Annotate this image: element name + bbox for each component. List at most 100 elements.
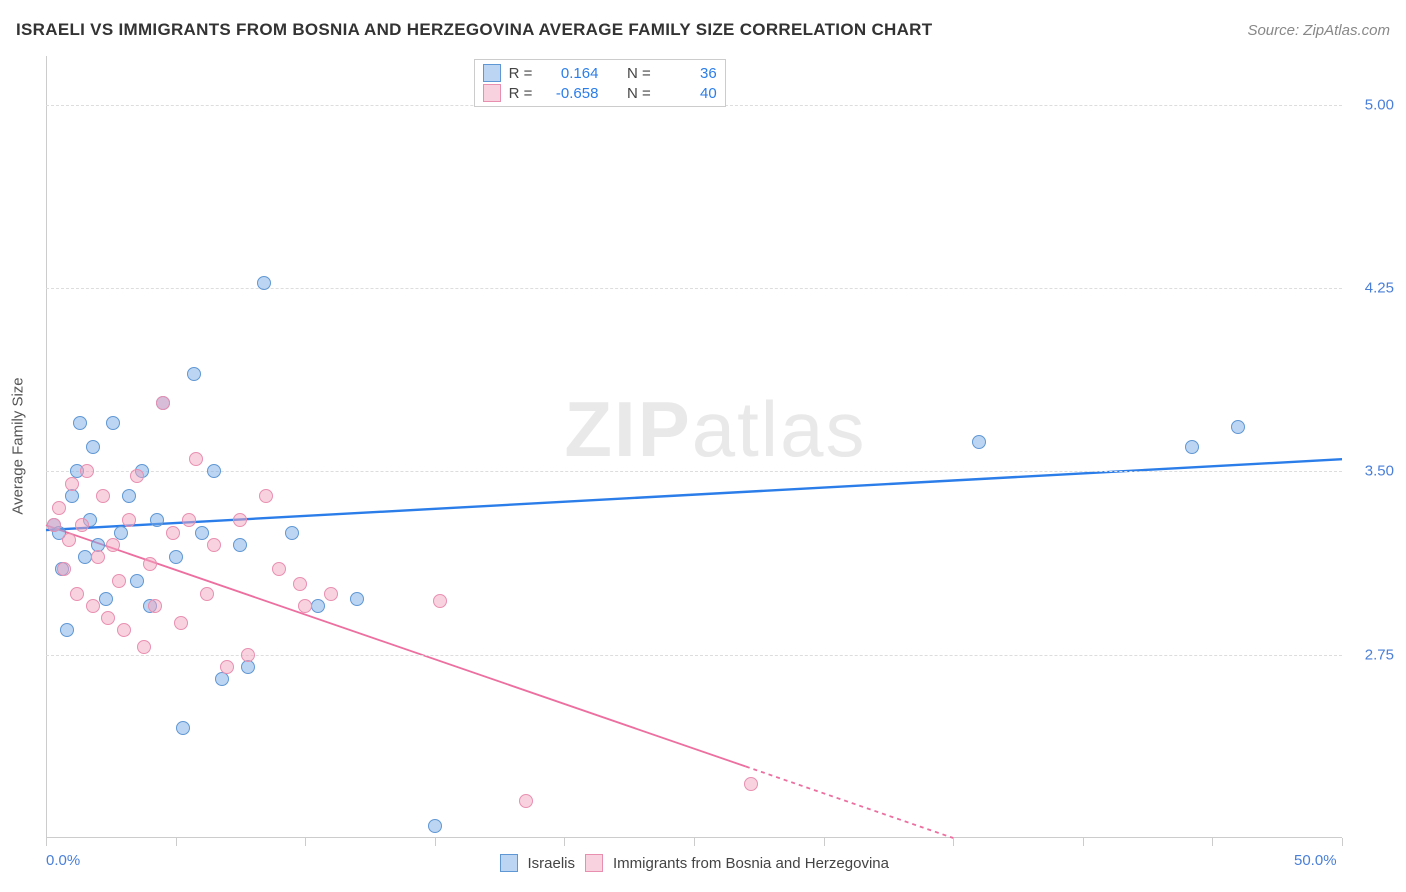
data-point-israelis (285, 526, 299, 540)
y-tick-label: 2.75 (1365, 646, 1394, 663)
legend-swatch-israelis (500, 854, 518, 872)
data-point-israelis (86, 440, 100, 454)
legend-row-bosnia: R =-0.658 N =40 (483, 84, 717, 102)
watermark: ZIPatlas (564, 384, 866, 475)
scatter-plot-area: ZIPatlas 2.753.504.255.00 (46, 56, 1342, 838)
data-point-israelis (122, 489, 136, 503)
data-point-israelis (350, 592, 364, 606)
legend-swatch-bosnia (585, 854, 603, 872)
data-point-bosnia (220, 660, 234, 674)
data-point-israelis (215, 672, 229, 686)
correlation-legend: R =0.164 N =36 R =-0.658 N =40 (474, 59, 726, 107)
data-point-israelis (176, 721, 190, 735)
data-point-bosnia (148, 599, 162, 613)
data-point-bosnia (122, 513, 136, 527)
data-point-bosnia (200, 587, 214, 601)
data-point-bosnia (324, 587, 338, 601)
data-point-bosnia (47, 518, 61, 532)
data-point-bosnia (106, 538, 120, 552)
data-point-bosnia (75, 518, 89, 532)
data-point-bosnia (62, 533, 76, 547)
data-point-bosnia (744, 777, 758, 791)
x-axis-max-label: 50.0% (1294, 852, 1337, 869)
data-point-bosnia (293, 577, 307, 591)
data-point-bosnia (112, 574, 126, 588)
x-tick (305, 838, 306, 846)
data-point-bosnia (130, 469, 144, 483)
legend-swatch-bosnia (483, 84, 501, 102)
data-point-israelis (428, 819, 442, 833)
trendline-bosnia-dashed (746, 767, 953, 838)
gridline (46, 288, 1342, 289)
data-point-israelis (233, 538, 247, 552)
n-value-bosnia: 40 (659, 85, 717, 102)
data-point-bosnia (96, 489, 110, 503)
data-point-bosnia (272, 562, 286, 576)
r-value-israelis: 0.164 (540, 65, 598, 82)
x-tick (824, 838, 825, 846)
data-point-bosnia (433, 594, 447, 608)
x-tick (1212, 838, 1213, 846)
x-axis-min-label: 0.0% (46, 852, 80, 869)
legend-label-bosnia: Immigrants from Bosnia and Herzegovina (613, 855, 889, 872)
data-point-bosnia (182, 513, 196, 527)
data-point-bosnia (57, 562, 71, 576)
x-tick (1342, 838, 1343, 846)
data-point-israelis (195, 526, 209, 540)
data-point-israelis (1185, 440, 1199, 454)
data-point-bosnia (241, 648, 255, 662)
data-point-bosnia (91, 550, 105, 564)
data-point-israelis (60, 623, 74, 637)
data-point-israelis (311, 599, 325, 613)
data-point-bosnia (519, 794, 533, 808)
data-point-bosnia (233, 513, 247, 527)
chart-title: ISRAELI VS IMMIGRANTS FROM BOSNIA AND HE… (16, 20, 932, 40)
data-point-israelis (187, 367, 201, 381)
data-point-bosnia (80, 464, 94, 478)
x-tick (1083, 838, 1084, 846)
data-point-bosnia (298, 599, 312, 613)
data-point-bosnia (207, 538, 221, 552)
data-point-israelis (150, 513, 164, 527)
source-attribution: Source: ZipAtlas.com (1247, 22, 1390, 39)
chart-header: ISRAELI VS IMMIGRANTS FROM BOSNIA AND HE… (16, 20, 1390, 40)
y-tick-label: 3.50 (1365, 463, 1394, 480)
x-tick (953, 838, 954, 846)
x-tick (694, 838, 695, 846)
data-point-israelis (99, 592, 113, 606)
r-value-bosnia: -0.658 (540, 85, 598, 102)
y-tick-label: 5.00 (1365, 96, 1394, 113)
data-point-israelis (73, 416, 87, 430)
series-legend: Israelis Immigrants from Bosnia and Herze… (500, 854, 889, 872)
data-point-israelis (207, 464, 221, 478)
data-point-israelis (169, 550, 183, 564)
y-axis-line (46, 56, 47, 838)
data-point-bosnia (259, 489, 273, 503)
data-point-israelis (65, 489, 79, 503)
legend-swatch-israelis (483, 64, 501, 82)
n-value-israelis: 36 (659, 65, 717, 82)
data-point-israelis (130, 574, 144, 588)
y-tick-label: 4.25 (1365, 280, 1394, 297)
x-tick (176, 838, 177, 846)
data-point-israelis (1231, 420, 1245, 434)
data-point-bosnia (189, 452, 203, 466)
data-point-bosnia (52, 501, 66, 515)
data-point-bosnia (70, 587, 84, 601)
data-point-bosnia (143, 557, 157, 571)
x-tick (435, 838, 436, 846)
x-tick (564, 838, 565, 846)
gridline (46, 471, 1342, 472)
legend-label-israelis: Israelis (528, 855, 576, 872)
data-point-bosnia (117, 623, 131, 637)
data-point-israelis (241, 660, 255, 674)
data-point-bosnia (166, 526, 180, 540)
data-point-israelis (106, 416, 120, 430)
y-axis-title: Average Family Size (10, 377, 27, 514)
data-point-bosnia (174, 616, 188, 630)
legend-row-israelis: R =0.164 N =36 (483, 64, 717, 82)
data-point-bosnia (65, 477, 79, 491)
data-point-israelis (78, 550, 92, 564)
trendlines-layer (46, 56, 1342, 838)
data-point-bosnia (101, 611, 115, 625)
